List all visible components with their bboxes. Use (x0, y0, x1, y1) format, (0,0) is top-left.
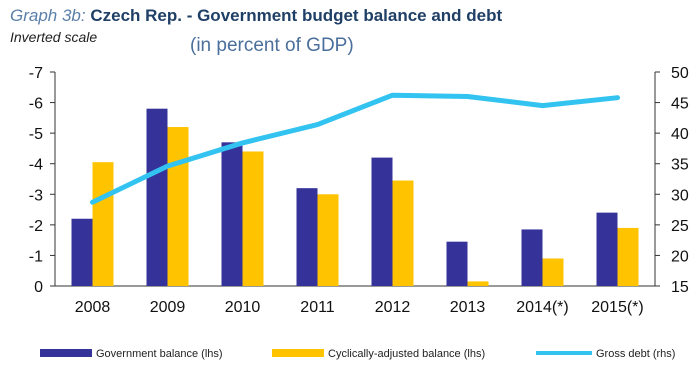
gross-debt-point (242, 142, 243, 144)
left-tick-label: -1 (29, 248, 43, 265)
x-tick-label: 2012 (375, 299, 411, 316)
left-tick-label: -7 (29, 65, 43, 82)
government-balance-bar (221, 142, 243, 286)
legend-label-government-balance: Government balance (lhs) (96, 348, 223, 360)
cyclically-adjusted-bar (242, 151, 264, 286)
right-tick-label: 45 (671, 96, 689, 113)
right-tick-label: 25 (671, 218, 689, 235)
title-main: Czech Rep. - Government budget balance a… (90, 6, 503, 25)
left-tick-label: -6 (29, 96, 43, 113)
gross-debt-point (617, 97, 618, 99)
government-balance-bar (371, 157, 393, 286)
right-tick-label: 35 (671, 157, 689, 174)
x-tick-label: 2013 (450, 299, 486, 316)
legend-label-gross-debt: Gross debt (rhs) (596, 348, 675, 360)
left-tick-label: -2 (29, 218, 43, 235)
cyclically-adjusted-bar (92, 162, 114, 286)
government-balance-bar (71, 218, 93, 286)
left-tick-label: -3 (29, 187, 43, 204)
right-tick-label: 30 (671, 187, 689, 204)
left-tick-label: -4 (29, 157, 43, 174)
right-tick-label: 40 (671, 126, 689, 143)
x-tick-label: 2010 (225, 299, 261, 316)
x-tick-label: 2015(*) (591, 299, 643, 316)
gross-debt-point (317, 124, 318, 126)
x-tick-label: 2008 (75, 299, 111, 316)
title-prefix: Graph 3b: (10, 6, 86, 25)
government-balance-bar (446, 241, 468, 286)
government-balance-bar (521, 229, 543, 286)
chart-subtitle: (in percent of GDP) (190, 35, 354, 56)
gross-debt-point (92, 201, 93, 203)
government-balance-bar (596, 212, 618, 286)
gross-debt-point (167, 165, 168, 167)
left-tick-label: -5 (29, 126, 43, 143)
cyclically-adjusted-bar (317, 194, 339, 286)
chart-title: Graph 3b: Czech Rep. - Government budget… (10, 6, 502, 26)
right-tick-label: 15 (671, 279, 689, 296)
government-balance-bar (296, 188, 318, 286)
gross-debt-point (542, 105, 543, 107)
cyclically-adjusted-bar (167, 127, 189, 287)
right-tick-label: 50 (671, 65, 689, 82)
cyclically-adjusted-bar (617, 227, 639, 286)
cyclically-adjusted-bar (467, 281, 489, 286)
legend-label-cyclically-adjusted: Cyclically-adjusted balance (lhs) (328, 348, 485, 360)
cyclically-adjusted-bar (392, 180, 414, 286)
gross-debt-point (392, 94, 393, 96)
x-tick-label: 2009 (150, 299, 186, 316)
gross-debt-line (90, 92, 620, 205)
gross-debt-point (467, 95, 468, 97)
right-tick-label: 20 (671, 248, 689, 265)
legend-swatch-government-balance (40, 349, 92, 357)
x-tick-label: 2014(*) (516, 299, 568, 316)
cyclically-adjusted-bar (542, 258, 564, 286)
x-tick-label: 2011 (300, 299, 335, 316)
legend-swatch-cyclically-adjusted (272, 349, 324, 357)
left-tick-label: 0 (34, 279, 43, 296)
government-balance-bar (146, 108, 168, 286)
inverted-scale-note: Inverted scale (10, 29, 98, 45)
